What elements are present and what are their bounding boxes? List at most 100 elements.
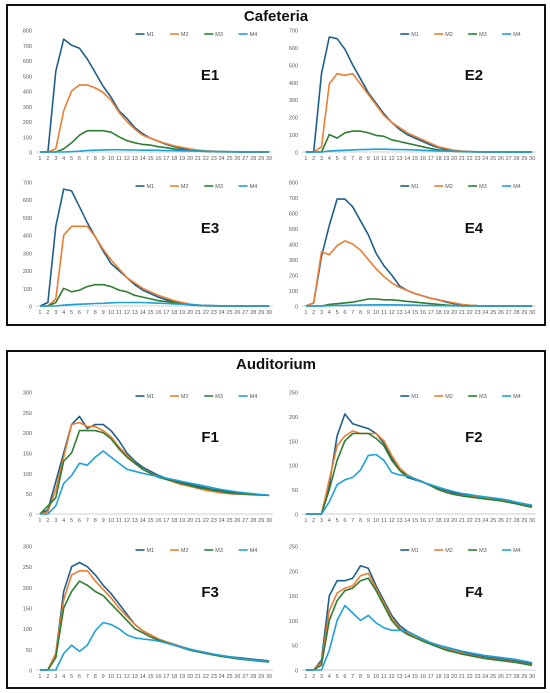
x-tick-label: 26: [234, 310, 240, 316]
x-tick-label: 13: [132, 310, 138, 316]
x-tick-label: 26: [234, 156, 240, 162]
x-tick-label: 24: [219, 156, 225, 162]
y-tick-label: 700: [289, 29, 298, 35]
x-tick-label: 5: [70, 674, 73, 680]
y-tick-label: 300: [23, 391, 32, 397]
x-tick-label: 20: [451, 156, 457, 162]
x-tick-label: 12: [389, 674, 395, 680]
x-tick-label: 25: [490, 156, 496, 162]
x-tick-label: 10: [373, 518, 379, 524]
x-tick-label: 22: [203, 674, 209, 680]
x-tick-label: 14: [140, 518, 146, 524]
x-tick-label: 12: [389, 310, 395, 316]
x-tick-label: 12: [124, 518, 130, 524]
x-tick-label: 1: [38, 310, 41, 316]
series-line-m2: [305, 572, 533, 671]
y-tick-label: 700: [289, 196, 298, 202]
x-tick-label: 30: [266, 518, 272, 524]
x-tick-label: 30: [266, 156, 272, 162]
x-tick-label: 21: [459, 310, 465, 316]
x-tick-label: 9: [367, 674, 370, 680]
series-line-m2: [40, 84, 270, 153]
chart-label: F4: [465, 584, 483, 601]
series-line-m4: [40, 148, 270, 153]
chart-label: F1: [201, 429, 219, 446]
series-line-m3: [305, 432, 533, 515]
y-tick-label: 300: [23, 105, 32, 111]
y-tick-label: 100: [23, 472, 32, 478]
y-tick-label: 0: [29, 305, 32, 311]
legend-label: M1: [411, 32, 419, 38]
x-tick-label: 15: [412, 310, 418, 316]
x-tick-label: 22: [467, 518, 473, 524]
legend-label: M1: [411, 394, 419, 400]
x-tick-label: 7: [86, 310, 89, 316]
series-line-m1: [39, 415, 270, 515]
x-tick-label: 28: [513, 674, 519, 680]
y-tick-label: 500: [23, 74, 32, 80]
x-tick-label: 5: [70, 310, 73, 316]
x-tick-label: 22: [467, 156, 473, 162]
y-tick-label: 250: [289, 391, 298, 397]
y-tick-label: 400: [289, 243, 298, 249]
x-tick-label: 30: [266, 310, 272, 316]
x-tick-label: 4: [62, 518, 65, 524]
y-tick-label: 500: [23, 216, 32, 222]
x-tick-label: 2: [46, 310, 49, 316]
series-line-m3: [305, 130, 533, 153]
x-tick-label: 15: [147, 310, 153, 316]
x-tick-label: 5: [336, 518, 339, 524]
y-tick-label: 0: [295, 151, 298, 157]
y-tick-label: 50: [26, 492, 32, 498]
legend-label: M4: [513, 184, 521, 190]
x-tick-label: 7: [351, 310, 354, 316]
legend-label: M4: [513, 548, 521, 554]
y-tick-label: 200: [23, 431, 32, 437]
y-tick-label: 200: [289, 415, 298, 421]
series-line-m4: [305, 148, 533, 153]
x-tick-label: 21: [459, 518, 465, 524]
x-tick-label: 14: [404, 310, 410, 316]
y-tick-label: 200: [289, 274, 298, 280]
x-tick-label: 29: [521, 156, 527, 162]
x-tick-label: 7: [351, 674, 354, 680]
x-tick-label: 15: [147, 674, 153, 680]
x-tick-label: 15: [412, 518, 418, 524]
chart-label: F3: [201, 584, 219, 601]
x-tick-label: 13: [132, 674, 138, 680]
x-tick-label: 21: [195, 518, 201, 524]
x-tick-label: 24: [219, 518, 225, 524]
series-line-m2: [305, 240, 533, 307]
x-tick-label: 18: [171, 310, 177, 316]
y-tick-label: 700: [23, 181, 32, 187]
series-line-m2: [39, 421, 270, 515]
x-tick-label: 17: [163, 156, 169, 162]
x-tick-label: 4: [62, 156, 65, 162]
x-tick-label: 8: [94, 156, 97, 162]
legend-label: M3: [479, 184, 487, 190]
x-tick-label: 14: [140, 310, 146, 316]
x-tick-label: 8: [94, 518, 97, 524]
series-line-m4: [40, 301, 270, 307]
y-tick-label: 0: [29, 669, 32, 675]
auditorium-title: Auditorium: [236, 356, 316, 373]
legend-label: M3: [215, 394, 223, 400]
x-tick-label: 1: [38, 156, 41, 162]
y-tick-label: 100: [289, 619, 298, 625]
x-tick-label: 9: [102, 156, 105, 162]
y-tick-label: 300: [289, 98, 298, 104]
x-tick-label: 6: [78, 156, 81, 162]
x-tick-label: 2: [312, 310, 315, 316]
legend-label: M1: [411, 184, 419, 190]
x-tick-label: 25: [490, 674, 496, 680]
legend-label: M2: [445, 32, 453, 38]
legend-label: M2: [181, 32, 189, 38]
series-line-m3: [305, 577, 533, 671]
cafeteria-title: Cafeteria: [243, 8, 309, 25]
y-tick-label: 600: [23, 59, 32, 65]
x-tick-label: 3: [320, 674, 323, 680]
x-tick-label: 11: [381, 518, 387, 524]
x-tick-label: 13: [396, 310, 402, 316]
